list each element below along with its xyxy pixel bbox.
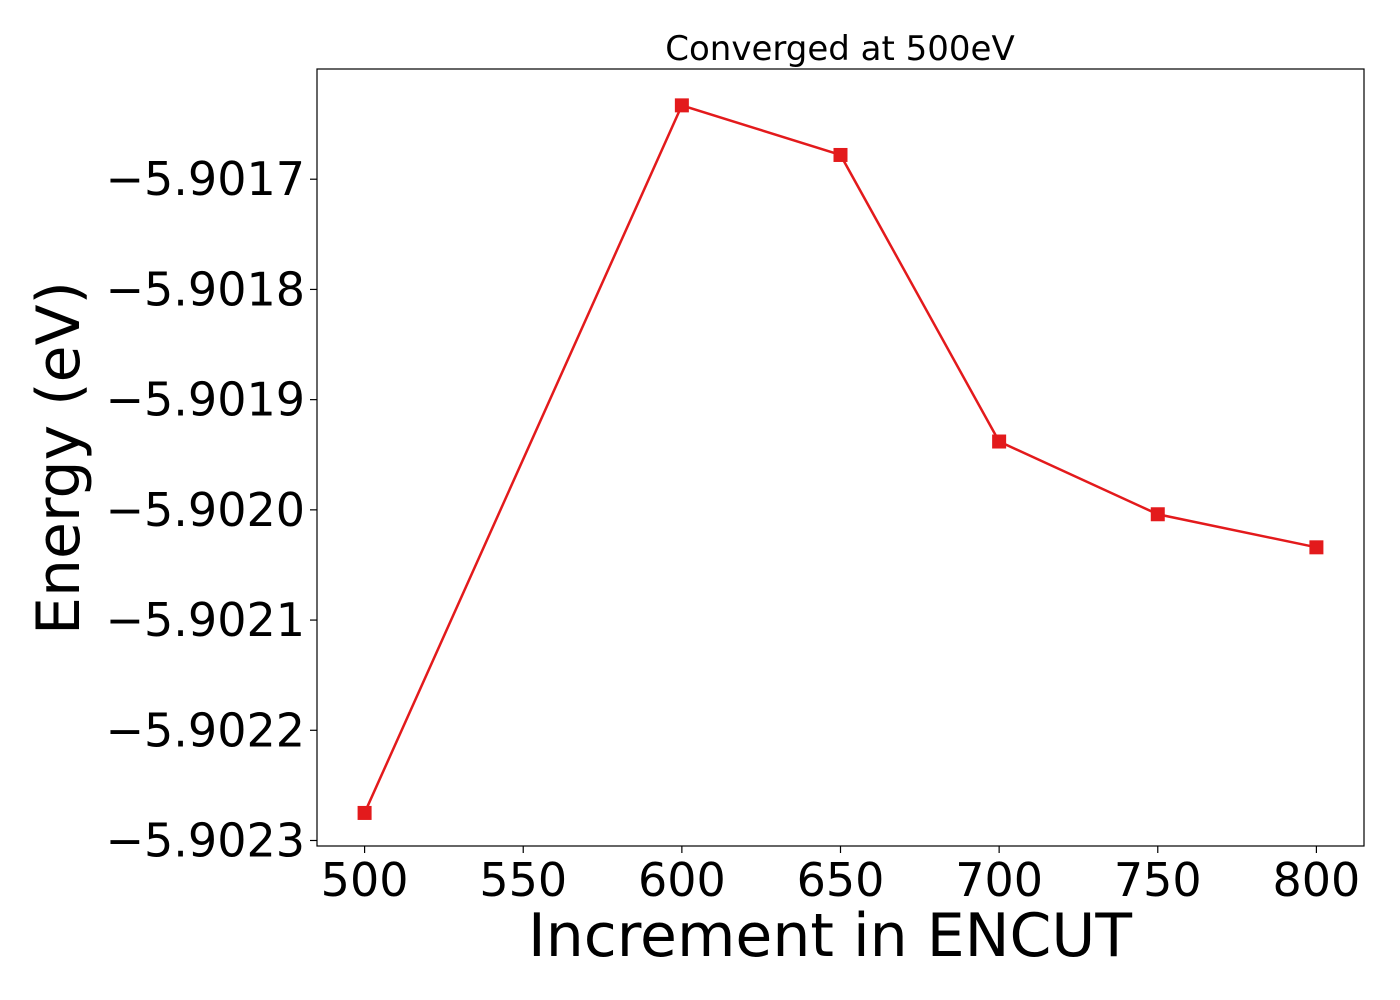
y-tick-label: −5.9017 (106, 152, 306, 206)
y-tick-label: −5.9020 (106, 483, 306, 537)
y-tick-label: −5.9023 (106, 813, 306, 867)
y-tick-label: −5.9018 (106, 262, 306, 316)
data-point (674, 98, 689, 113)
x-tick-label: 750 (1114, 853, 1202, 907)
y-axis-label: Energy (eV) (24, 281, 94, 635)
x-tick-label: 800 (1273, 853, 1361, 907)
data-point (357, 805, 372, 820)
data-point (1150, 507, 1165, 522)
x-tick-label: 700 (955, 853, 1043, 907)
plot-frame (316, 68, 1365, 847)
data-point (1309, 540, 1324, 555)
x-axis: 500 550 600 650 700 750 800 (321, 846, 1361, 907)
series-layer (357, 98, 1324, 820)
x-axis-label: Increment in ENCUT (528, 901, 1132, 971)
x-tick-label: 600 (638, 853, 726, 907)
y-tick-label: −5.9022 (106, 703, 306, 757)
y-axis: −5.9023 −5.9022 −5.9021 −5.9020 −5.9019 −5.90… (106, 152, 317, 867)
data-point (992, 434, 1007, 449)
chart-title: Converged at 500eV (665, 29, 1014, 69)
data-point (833, 147, 848, 162)
x-tick-label: 500 (321, 853, 409, 907)
y-tick-label: −5.9019 (106, 373, 306, 427)
y-tick-label: −5.9021 (106, 593, 306, 647)
x-tick-label: 550 (479, 853, 567, 907)
x-tick-label: 650 (797, 853, 885, 907)
series-line (363, 103, 1317, 814)
